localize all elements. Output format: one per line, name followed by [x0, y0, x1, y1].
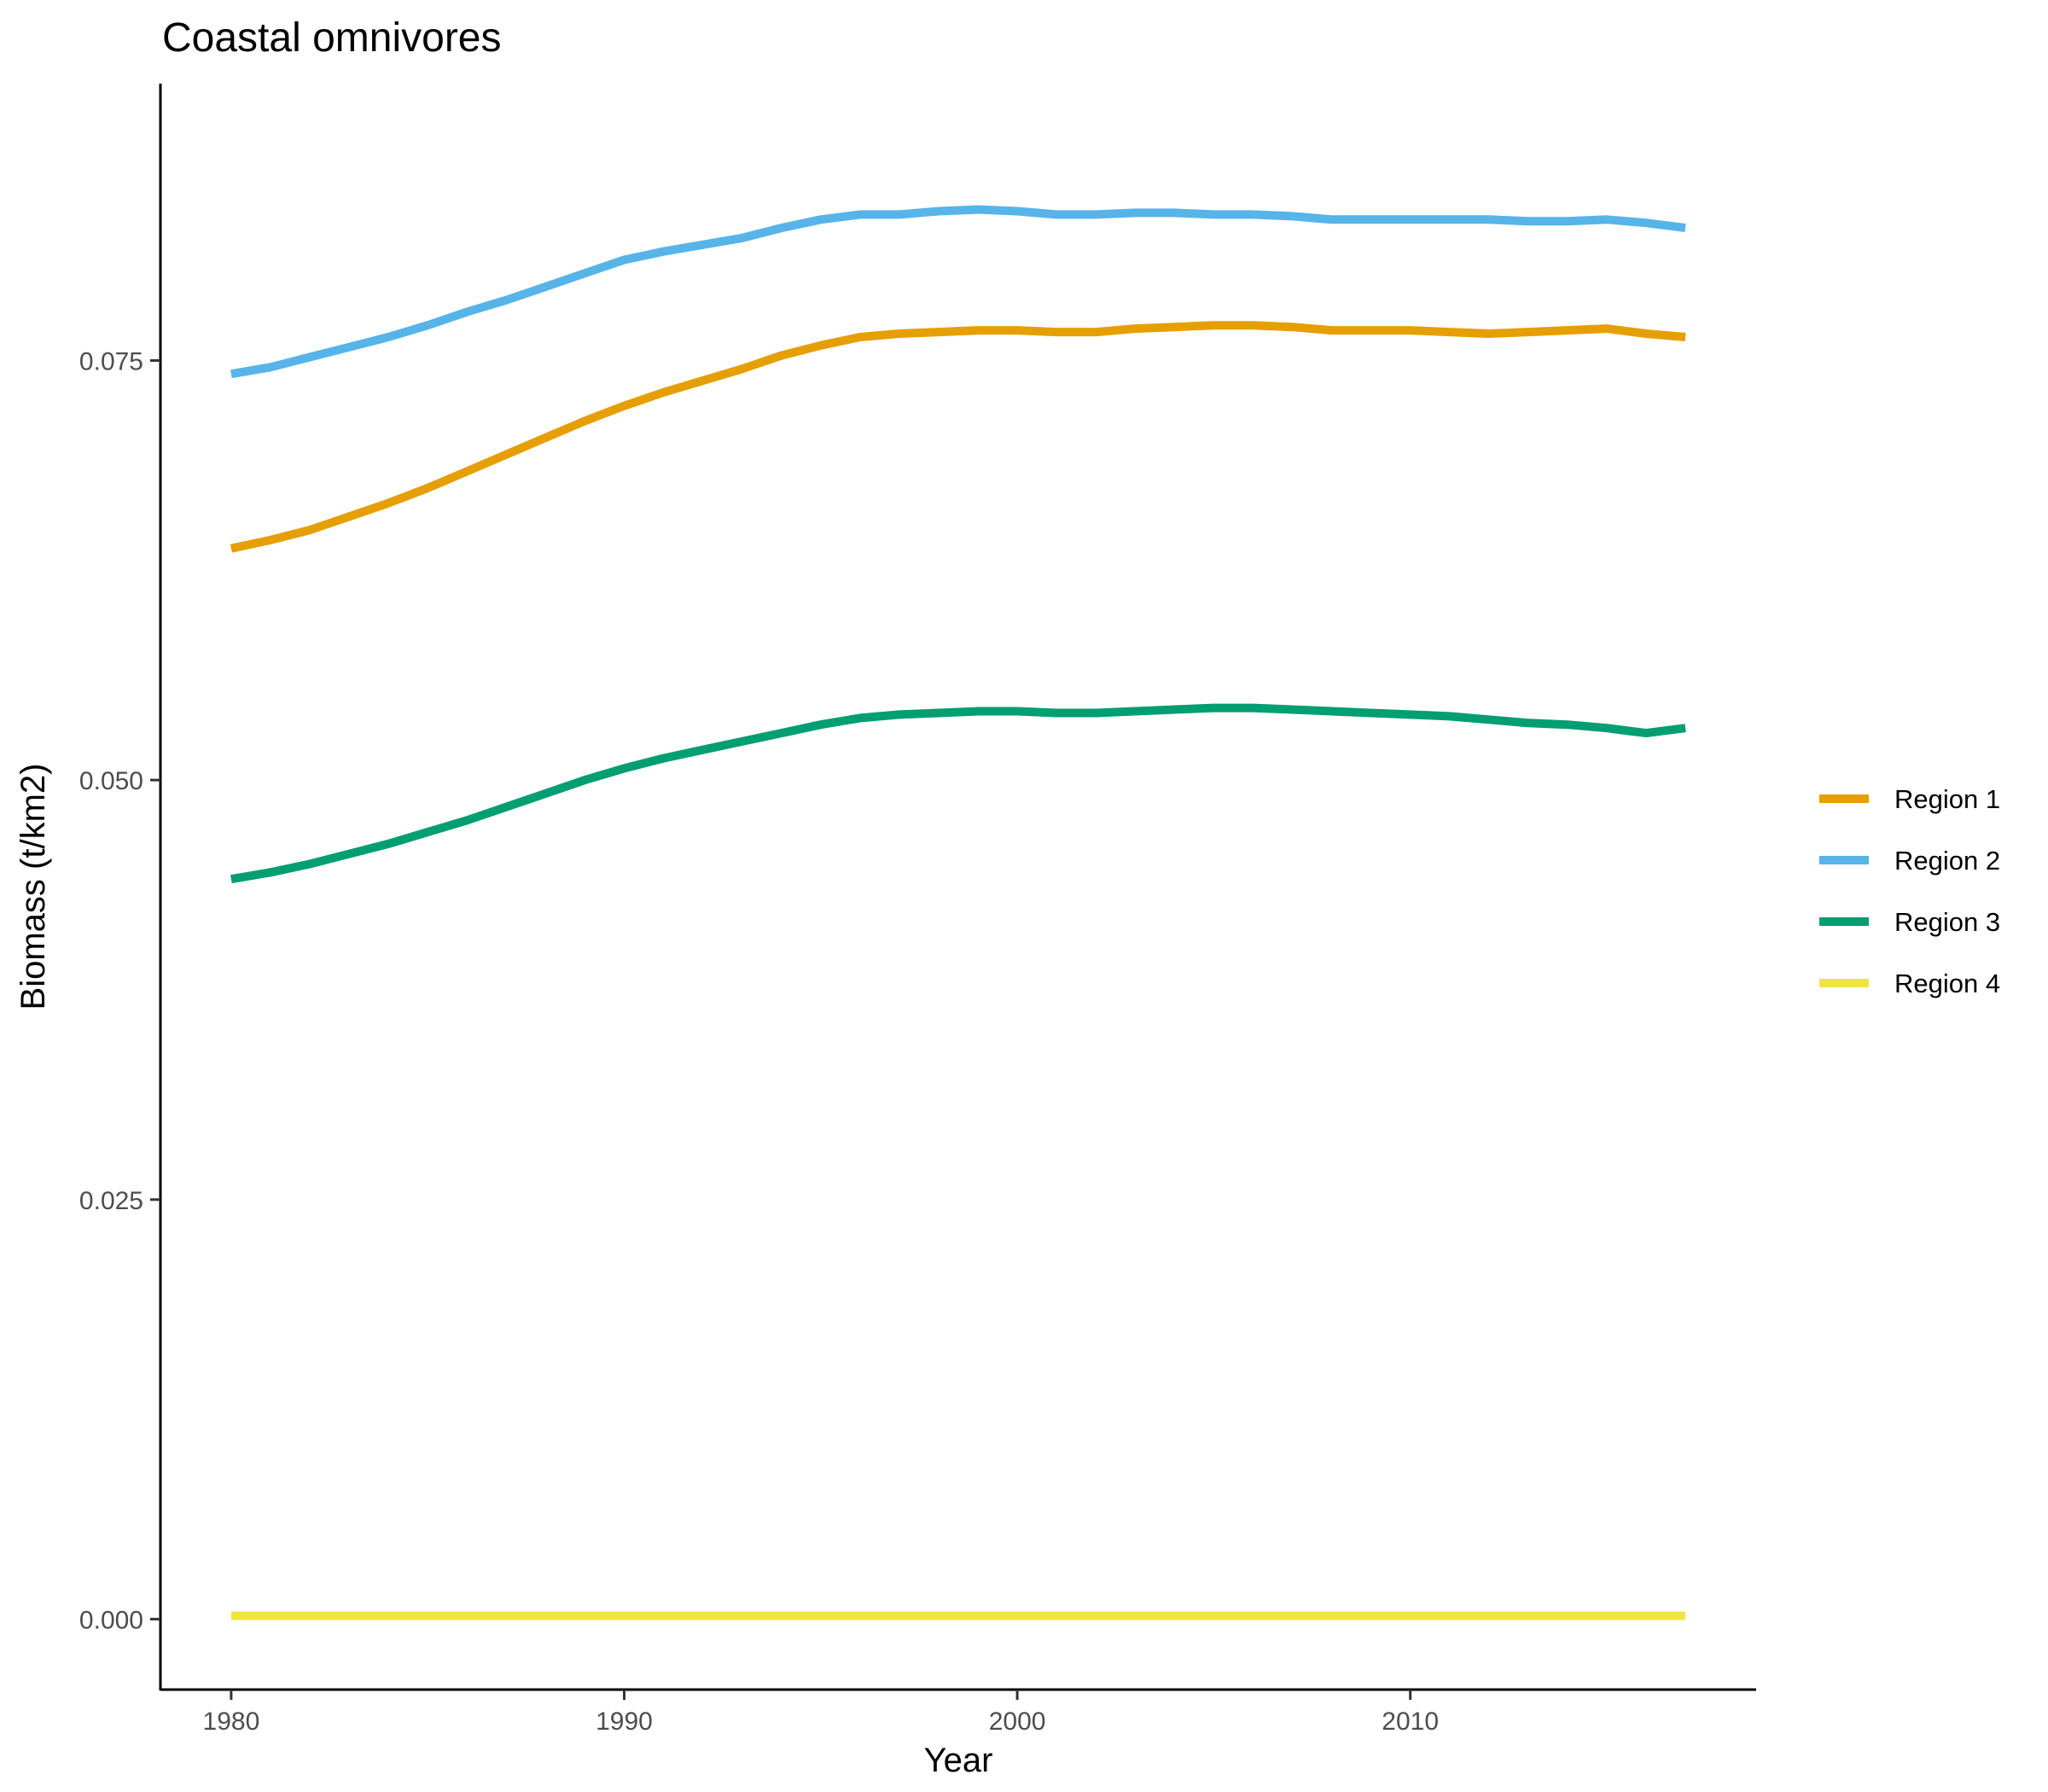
y-tick-label: 0.025	[79, 1187, 143, 1215]
x-axis-ticks: 1980 1990 2000 2010	[203, 1690, 1439, 1736]
series-line-1	[230, 321, 1686, 553]
legend-label-1: Region 1	[1894, 784, 2000, 814]
x-tick-label: 1980	[203, 1708, 260, 1736]
y-tick-label: 0.050	[79, 767, 143, 795]
chart-title: Coastal omnivores	[162, 15, 502, 61]
y-axis-title: Biomass (t/km2)	[15, 764, 52, 1010]
y-axis-ticks: 0.000 0.025 0.050 0.075	[79, 347, 160, 1634]
series-line-3	[230, 703, 1686, 884]
series-lines	[230, 205, 1686, 1620]
x-axis-title: Year	[924, 1742, 993, 1779]
legend-label-3: Region 3	[1894, 907, 2000, 937]
series-line-2	[230, 205, 1686, 379]
y-tick-label: 0.075	[79, 347, 143, 375]
x-tick-label: 1990	[596, 1708, 653, 1736]
legend: Region 1 Region 2 Region 3 Region 4	[1819, 784, 2000, 998]
legend-label-2: Region 2	[1894, 846, 2000, 876]
y-tick-label: 0.000	[79, 1606, 143, 1634]
x-tick-label: 2000	[989, 1708, 1046, 1736]
legend-label-4: Region 4	[1894, 969, 2000, 998]
x-tick-label: 2010	[1382, 1708, 1439, 1736]
